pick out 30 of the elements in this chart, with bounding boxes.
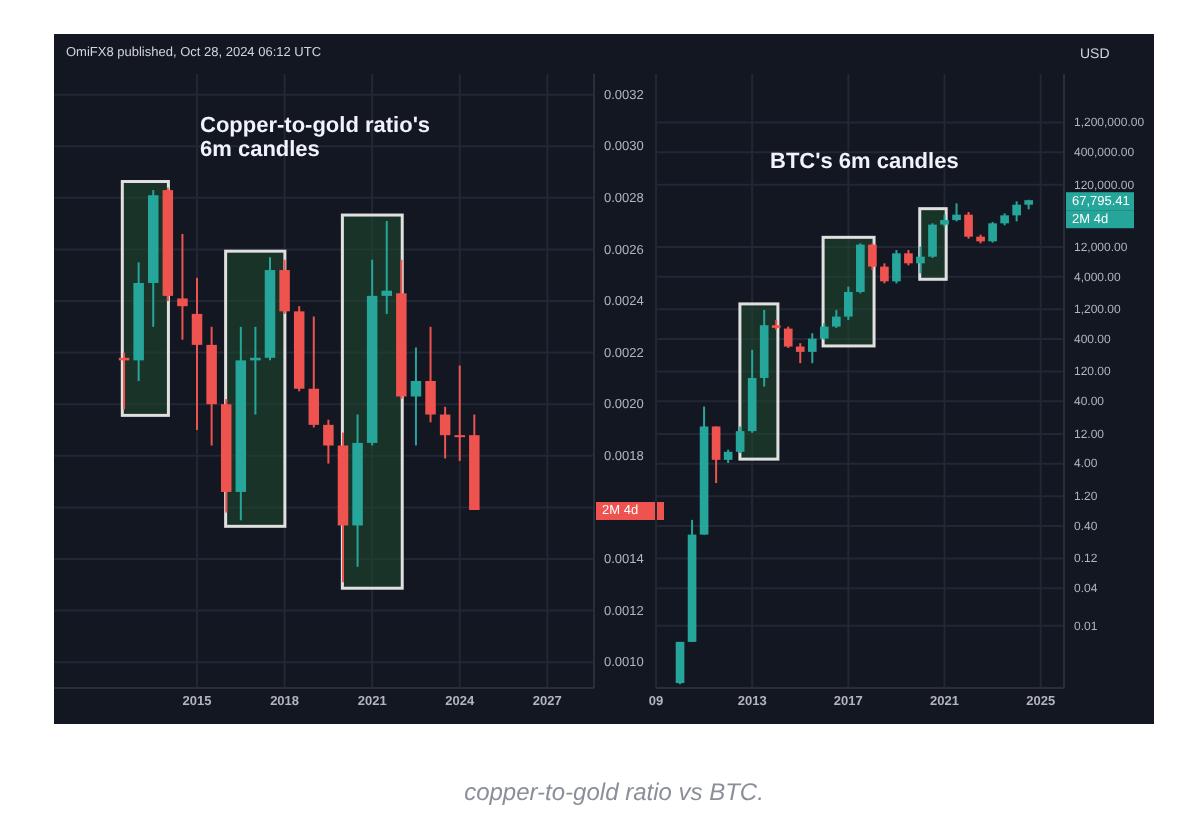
candlestick [279, 258, 290, 315]
candlestick [735, 425, 745, 455]
text: copper-to-gold ratio vs BTC. [464, 778, 764, 806]
candlestick [831, 308, 841, 329]
text: BTC's 6m candles [770, 150, 959, 174]
candlestick [928, 222, 937, 259]
candlestick [795, 342, 805, 365]
candlestick [675, 640, 685, 686]
candlestick [308, 315, 320, 429]
candlestick [177, 232, 188, 341]
candlestick [988, 221, 997, 244]
text: Copper-to-gold ratio's 6m candles [200, 114, 431, 162]
candlestick [410, 346, 422, 447]
candlestick [892, 248, 901, 285]
candlestick [711, 425, 721, 485]
candlestick [856, 242, 865, 295]
candlestick [381, 220, 393, 315]
candlestick [454, 364, 465, 462]
candlestick [964, 210, 973, 240]
candlestick [844, 285, 853, 321]
candlestick [880, 262, 889, 285]
candlestick [807, 332, 817, 365]
candlestick [323, 418, 334, 465]
candlestick [916, 245, 925, 275]
candlestick [1012, 200, 1021, 223]
candlestick [783, 325, 793, 349]
candlestick [868, 242, 877, 271]
candlestick [191, 276, 203, 432]
candlestick [425, 325, 436, 424]
candlestick [439, 405, 451, 460]
